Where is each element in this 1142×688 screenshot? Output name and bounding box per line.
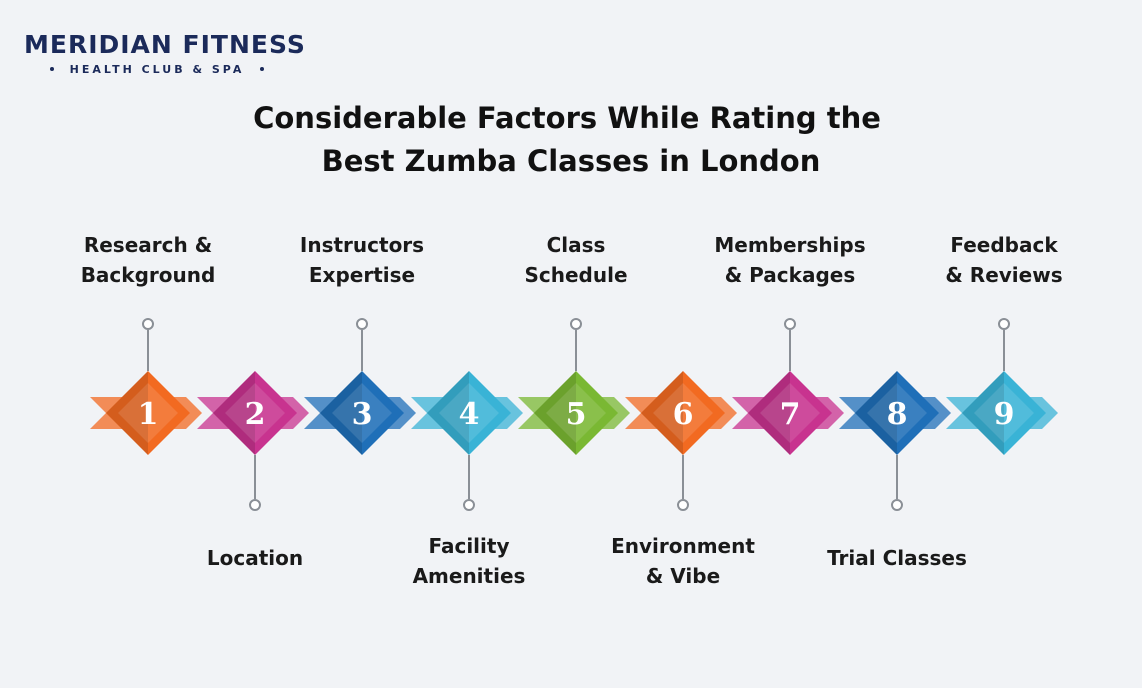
step-label: Class xyxy=(547,233,606,257)
step-number: 3 xyxy=(352,397,373,432)
diamond xyxy=(213,371,297,455)
dot xyxy=(50,67,54,71)
dot xyxy=(260,67,264,71)
diamond-inner xyxy=(974,383,1034,443)
diamond-shade xyxy=(641,371,683,455)
step-label: Location xyxy=(207,546,303,570)
diamond-shade xyxy=(106,371,148,455)
connector-dot xyxy=(249,499,261,511)
step-number: 2 xyxy=(245,397,266,432)
diamond-shade xyxy=(855,371,897,455)
connector-dot xyxy=(677,499,689,511)
diamond-inner xyxy=(867,383,927,443)
diamond-shade xyxy=(962,371,1004,455)
diamond xyxy=(641,371,725,455)
step-number: 7 xyxy=(780,397,801,432)
step-number: 4 xyxy=(459,397,480,432)
step-number: 8 xyxy=(887,397,908,432)
step-label: & Reviews xyxy=(945,263,1062,287)
step-label: Amenities xyxy=(413,564,526,588)
brand-tagline: HEALTH CLUB & SPA xyxy=(70,63,245,76)
diamond-inner xyxy=(332,383,392,443)
diamond-shade xyxy=(427,371,469,455)
step-label: Trial Classes xyxy=(827,546,967,570)
diamond-shade xyxy=(320,371,362,455)
step-label: Memberships xyxy=(714,233,865,257)
diamond xyxy=(855,371,939,455)
brand-name: MERIDIAN FITNESS xyxy=(24,30,306,59)
diamond-inner xyxy=(118,383,178,443)
step-label: Research & xyxy=(84,233,212,257)
step-label: Schedule xyxy=(524,263,627,287)
connector-dot xyxy=(784,318,796,330)
step-label: & Vibe xyxy=(646,564,720,588)
diamond-inner xyxy=(760,383,820,443)
step-label: Environment xyxy=(611,534,755,558)
step-label: Facility xyxy=(428,534,509,558)
connector-dot xyxy=(570,318,582,330)
diamond xyxy=(320,371,404,455)
step-number: 1 xyxy=(138,397,159,432)
step-number: 9 xyxy=(994,397,1015,432)
title-line: Best Zumba Classes in London xyxy=(322,144,821,178)
connector-dot xyxy=(142,318,154,330)
step-label: Instructors xyxy=(300,233,424,257)
diamond-inner xyxy=(439,383,499,443)
diamond-shade xyxy=(213,371,255,455)
diamond xyxy=(106,371,190,455)
diamond xyxy=(962,371,1046,455)
diamond xyxy=(748,371,832,455)
diamond-shade xyxy=(748,371,790,455)
step-label: & Packages xyxy=(725,263,855,287)
connector-dot xyxy=(998,318,1010,330)
step-number: 5 xyxy=(566,397,587,432)
diamond-inner xyxy=(653,383,713,443)
diamond-shade xyxy=(534,371,576,455)
connector-dot xyxy=(356,318,368,330)
diamond-inner xyxy=(225,383,285,443)
step-label: Feedback xyxy=(950,233,1058,257)
step-label: Background xyxy=(81,263,216,287)
diamond xyxy=(534,371,618,455)
step-number: 6 xyxy=(673,397,694,432)
connector-dot xyxy=(891,499,903,511)
diamond xyxy=(427,371,511,455)
connector-dot xyxy=(463,499,475,511)
title-line: Considerable Factors While Rating the xyxy=(253,101,881,135)
step-label: Expertise xyxy=(309,263,415,287)
diamond-inner xyxy=(546,383,606,443)
